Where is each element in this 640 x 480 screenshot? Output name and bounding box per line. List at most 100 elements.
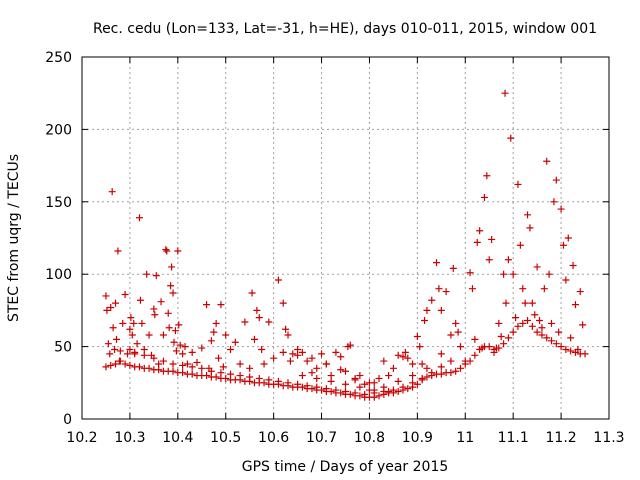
data-point bbox=[409, 372, 417, 380]
data-point bbox=[313, 364, 321, 372]
data-point bbox=[124, 350, 132, 358]
data-point bbox=[188, 370, 196, 378]
data-point bbox=[576, 350, 584, 358]
data-point bbox=[452, 367, 460, 375]
data-point bbox=[447, 331, 455, 339]
data-point bbox=[404, 354, 412, 362]
data-point bbox=[250, 335, 258, 343]
data-point bbox=[332, 348, 340, 356]
data-point bbox=[170, 338, 178, 346]
data-point bbox=[183, 360, 191, 368]
data-point bbox=[528, 322, 536, 330]
data-point bbox=[219, 363, 227, 371]
data-point bbox=[106, 350, 114, 358]
data-point bbox=[274, 276, 282, 284]
data-point bbox=[433, 259, 441, 267]
data-point bbox=[507, 134, 515, 142]
data-point bbox=[380, 383, 388, 391]
data-point bbox=[495, 319, 503, 327]
data-point bbox=[231, 338, 239, 346]
data-point bbox=[145, 331, 153, 339]
data-point bbox=[135, 214, 143, 222]
data-point bbox=[389, 386, 397, 394]
data-point bbox=[143, 270, 151, 278]
data-point bbox=[346, 390, 354, 398]
data-point bbox=[298, 372, 306, 380]
data-point bbox=[169, 367, 177, 375]
data-point bbox=[111, 345, 119, 353]
data-point bbox=[512, 314, 520, 322]
data-point bbox=[533, 328, 541, 336]
y-axis-label: STEC from uqrg / TECUs bbox=[6, 154, 22, 322]
data-point bbox=[454, 328, 462, 336]
data-point bbox=[112, 360, 120, 368]
data-point bbox=[413, 380, 421, 388]
y-tick-label: 50 bbox=[54, 340, 72, 356]
data-point bbox=[504, 334, 512, 342]
y-tick-label: 100 bbox=[45, 267, 72, 283]
data-point bbox=[437, 370, 445, 378]
data-point bbox=[516, 241, 524, 249]
data-point bbox=[555, 328, 563, 336]
x-axis-ticks: 10.2 10.3 10.4 10.5 10.6 10.7 10.8 10.9 11 11.1 11… bbox=[66, 57, 625, 446]
data-point bbox=[327, 377, 335, 385]
data-point bbox=[409, 379, 417, 387]
data-point bbox=[567, 334, 575, 342]
data-point bbox=[562, 276, 570, 284]
data-point bbox=[121, 360, 129, 368]
data-point bbox=[550, 198, 558, 206]
data-point bbox=[375, 374, 383, 382]
y-tick-label: 0 bbox=[63, 412, 72, 428]
data-point bbox=[151, 311, 159, 319]
data-point bbox=[255, 374, 263, 382]
data-point bbox=[162, 246, 170, 254]
data-point bbox=[569, 262, 577, 270]
data-point bbox=[248, 289, 256, 297]
data-point bbox=[461, 360, 469, 368]
data-point bbox=[559, 241, 567, 249]
data-point bbox=[168, 263, 176, 271]
data-point bbox=[322, 360, 330, 368]
data-point bbox=[169, 289, 177, 297]
data-point bbox=[437, 363, 445, 371]
data-point bbox=[543, 157, 551, 165]
data-point bbox=[169, 360, 177, 368]
data-point bbox=[500, 270, 508, 278]
data-point bbox=[236, 372, 244, 380]
x-tick-label: 11.3 bbox=[593, 430, 624, 446]
data-point bbox=[437, 306, 445, 314]
data-point bbox=[370, 386, 378, 394]
data-point bbox=[128, 331, 136, 339]
data-point bbox=[533, 263, 541, 271]
data-point bbox=[198, 364, 206, 372]
x-axis-label: GPS time / Days of year 2015 bbox=[242, 459, 449, 475]
data-point bbox=[298, 383, 306, 391]
data-point bbox=[418, 360, 426, 368]
data-point bbox=[528, 299, 536, 307]
data-point bbox=[203, 301, 211, 309]
data-point bbox=[466, 357, 474, 365]
data-point bbox=[485, 256, 493, 264]
data-point bbox=[193, 359, 201, 367]
data-point bbox=[442, 288, 450, 296]
data-point bbox=[576, 288, 584, 296]
data-point bbox=[222, 331, 230, 339]
data-point bbox=[135, 363, 143, 371]
data-point bbox=[447, 357, 455, 365]
data-point bbox=[346, 341, 354, 349]
data-point bbox=[327, 387, 335, 395]
data-point bbox=[294, 351, 302, 359]
data-point bbox=[270, 354, 278, 362]
x-tick-label: 11.1 bbox=[498, 430, 529, 446]
data-point bbox=[557, 205, 565, 213]
data-point bbox=[212, 373, 220, 381]
data-point bbox=[456, 343, 464, 351]
data-point bbox=[174, 247, 182, 255]
x-tick-label: 11.2 bbox=[546, 430, 577, 446]
data-point bbox=[274, 377, 282, 385]
data-point bbox=[175, 321, 183, 329]
data-point bbox=[437, 350, 445, 358]
x-tick-label: 11 bbox=[456, 430, 474, 446]
